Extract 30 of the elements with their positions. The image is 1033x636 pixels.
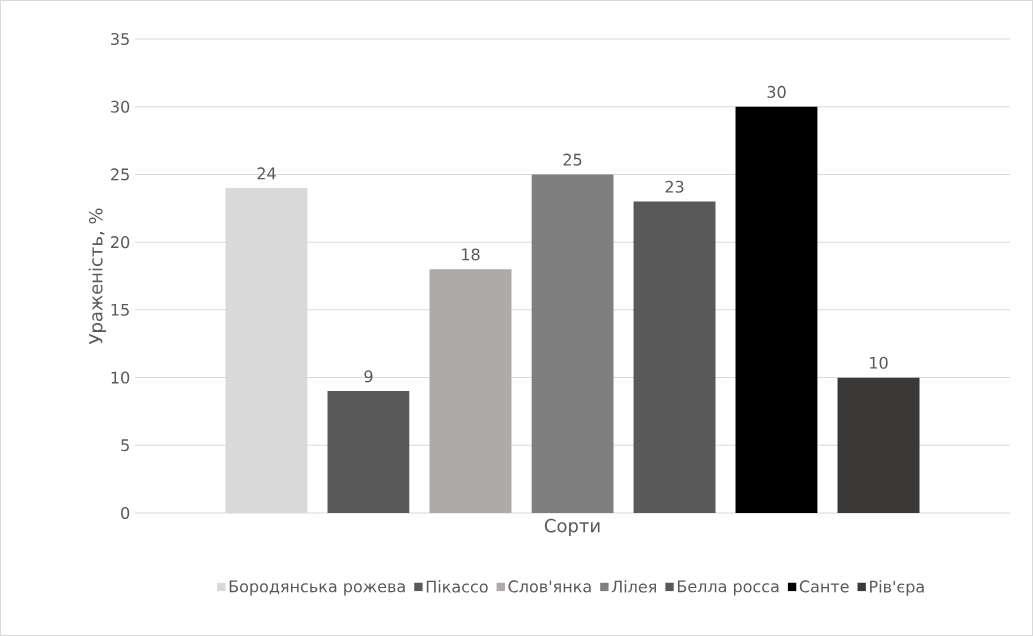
bar bbox=[327, 391, 410, 514]
y-tick-label: 30 bbox=[111, 100, 130, 113]
data-label: 30 bbox=[767, 85, 786, 98]
y-tick-label: 25 bbox=[111, 168, 129, 181]
y-tick-label: 10 bbox=[111, 371, 130, 384]
legend-label: Санте bbox=[799, 580, 849, 593]
data-label: 10 bbox=[870, 356, 888, 369]
legend-label: Белла росса bbox=[677, 580, 779, 596]
bar bbox=[837, 377, 920, 514]
data-label: 9 bbox=[364, 370, 373, 383]
legend-label: Рів'єра bbox=[870, 580, 924, 596]
y-tick-label: 35 bbox=[111, 32, 129, 46]
bar bbox=[633, 201, 716, 514]
y-tick-label: 0 bbox=[121, 506, 130, 520]
y-axis-title: Ураженість, % bbox=[88, 208, 107, 345]
data-label: 25 bbox=[563, 153, 582, 166]
legend-label: Лілея bbox=[611, 580, 656, 593]
bar bbox=[735, 106, 818, 514]
x-axis-title: Сорти bbox=[544, 518, 600, 536]
y-tick-label: 20 bbox=[111, 236, 130, 249]
bar bbox=[531, 174, 614, 514]
data-label: 24 bbox=[257, 167, 276, 180]
y-tick-label: 5 bbox=[121, 439, 129, 452]
bar bbox=[429, 269, 512, 514]
data-label: 18 bbox=[462, 248, 480, 261]
data-label: 23 bbox=[665, 180, 684, 193]
y-tick-label: 15 bbox=[111, 303, 129, 316]
legend-label: Слов'янка bbox=[508, 580, 591, 593]
legend-label: Бородянська рожева bbox=[229, 580, 405, 596]
legend-label: Пікассо bbox=[426, 580, 488, 593]
